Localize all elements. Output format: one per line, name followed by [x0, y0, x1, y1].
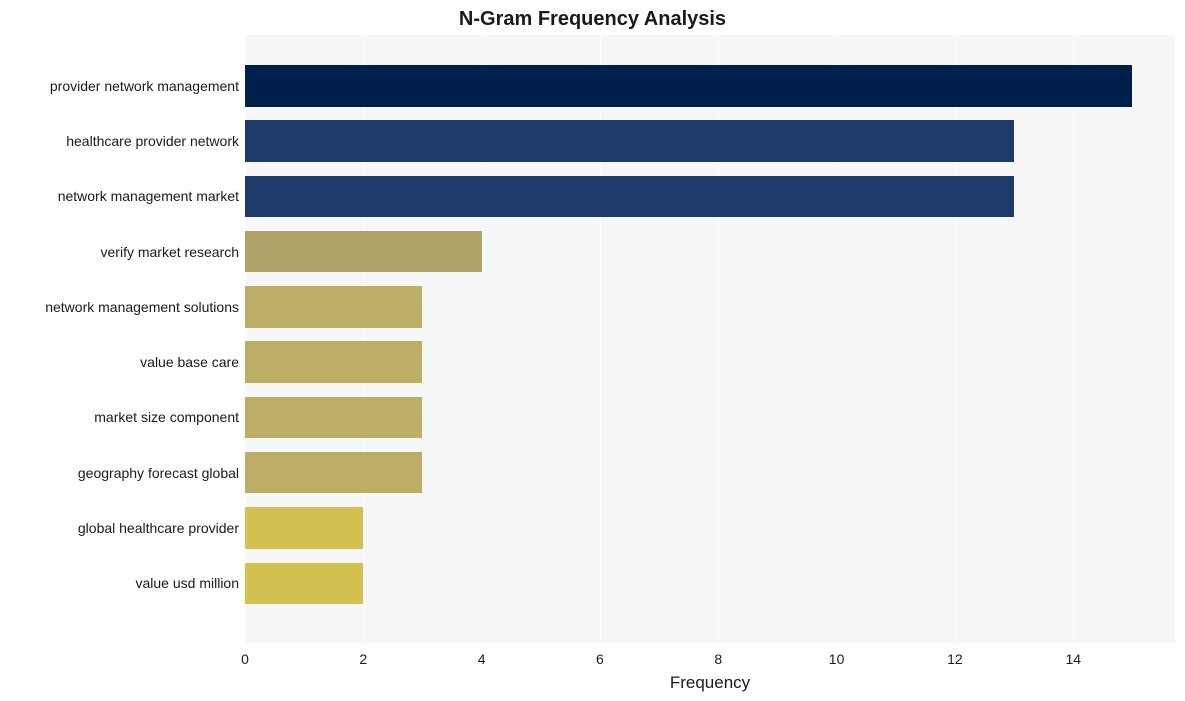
chart-container: N-Gram Frequency Analysis provider netwo…: [0, 0, 1185, 701]
bar: [245, 452, 422, 493]
x-tick-label: 14: [1065, 651, 1081, 667]
x-tick-label: 12: [947, 651, 963, 667]
x-tick-label: 6: [596, 651, 604, 667]
y-tick-label: geography forecast global: [78, 465, 239, 481]
y-tick-label: network management market: [58, 188, 239, 204]
y-tick-label: market size component: [94, 409, 239, 425]
bar: [245, 176, 1014, 217]
bar: [245, 341, 422, 382]
chart-title: N-Gram Frequency Analysis: [0, 8, 1185, 31]
y-tick-label: value base care: [140, 354, 239, 370]
x-tick-label: 0: [241, 651, 249, 667]
bar: [245, 65, 1132, 106]
x-tick-label: 4: [478, 651, 486, 667]
bar: [245, 231, 482, 272]
y-tick-label: verify market research: [101, 244, 239, 260]
bar: [245, 286, 422, 327]
bar: [245, 563, 363, 604]
y-axis-labels: provider network management healthcare pr…: [0, 35, 239, 643]
grid-band: [245, 500, 1175, 555]
y-tick-label: network management solutions: [45, 299, 239, 315]
x-tick-label: 10: [829, 651, 845, 667]
gridline: [1073, 35, 1074, 643]
x-tick-label: 8: [714, 651, 722, 667]
x-axis-label: Frequency: [245, 673, 1175, 693]
bar: [245, 507, 363, 548]
y-tick-label: provider network management: [50, 78, 239, 94]
bar: [245, 120, 1014, 161]
y-tick-label: value usd million: [136, 575, 240, 591]
y-tick-label: global healthcare provider: [78, 520, 239, 536]
grid-band: [245, 556, 1175, 611]
x-tick-label: 2: [359, 651, 367, 667]
bar: [245, 397, 422, 438]
y-tick-label: healthcare provider network: [66, 133, 239, 149]
plot-area: [245, 35, 1175, 643]
